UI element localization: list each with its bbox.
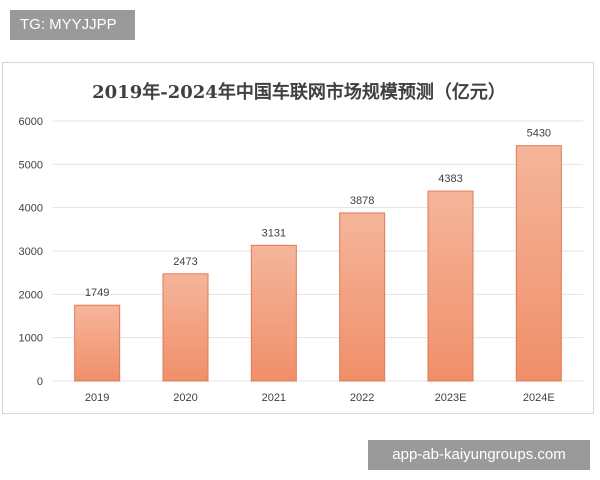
x-axis-ticks: 2019 2020 2021 2022 2023E 2024E (85, 392, 555, 404)
site-label: app-ab-kaiyungroups.com (368, 440, 590, 470)
bar-2022 (339, 212, 386, 382)
bars (74, 145, 562, 382)
watermark-tag: TG: MYYJJPP (10, 10, 135, 40)
x-tick-label: 2020 (173, 392, 197, 404)
y-tick-label: 2000 (19, 289, 43, 301)
data-label-2024E: 5430 (527, 128, 551, 140)
data-label-2023E: 4383 (438, 173, 462, 185)
data-label-2020: 2473 (173, 256, 197, 268)
y-tick-label: 3000 (19, 246, 43, 258)
bar-2020 (162, 273, 209, 382)
bar-2021 (250, 244, 297, 382)
y-tick-label: 4000 (19, 203, 43, 215)
data-label-2019: 1749 (85, 287, 109, 299)
x-tick-label: 2023E (435, 392, 467, 404)
y-axis-ticks: 0 1000 2000 3000 4000 5000 6000 (19, 116, 43, 388)
chart-frame: 2019年-2024年中国车联网市场规模预测（亿元） 0 1000 2000 3000… (2, 62, 594, 414)
x-tick-label: 2021 (262, 392, 286, 404)
x-tick-label: 2022 (350, 392, 374, 404)
y-tick-label: 5000 (19, 159, 43, 171)
data-labels: 1749 2473 3131 3878 4383 5430 (85, 128, 551, 300)
bar-2023E (427, 190, 474, 382)
x-tick-label: 2024E (523, 392, 555, 404)
data-label-2021: 3131 (262, 227, 286, 239)
y-tick-label: 0 (37, 376, 43, 388)
y-tick-label: 1000 (19, 333, 43, 345)
gridlines (53, 120, 583, 382)
x-tick-label: 2019 (85, 392, 109, 404)
bar-chart: 2019年-2024年中国车联网市场规模预测（亿元） 0 1000 2000 3000… (19, 81, 583, 404)
data-label-2022: 3878 (350, 195, 374, 207)
bar-2019 (74, 304, 121, 382)
y-tick-label: 6000 (19, 116, 43, 128)
bar-2024E (515, 145, 562, 382)
chart-title: 2019年-2024年中国车联网市场规模预测（亿元） (92, 81, 506, 103)
